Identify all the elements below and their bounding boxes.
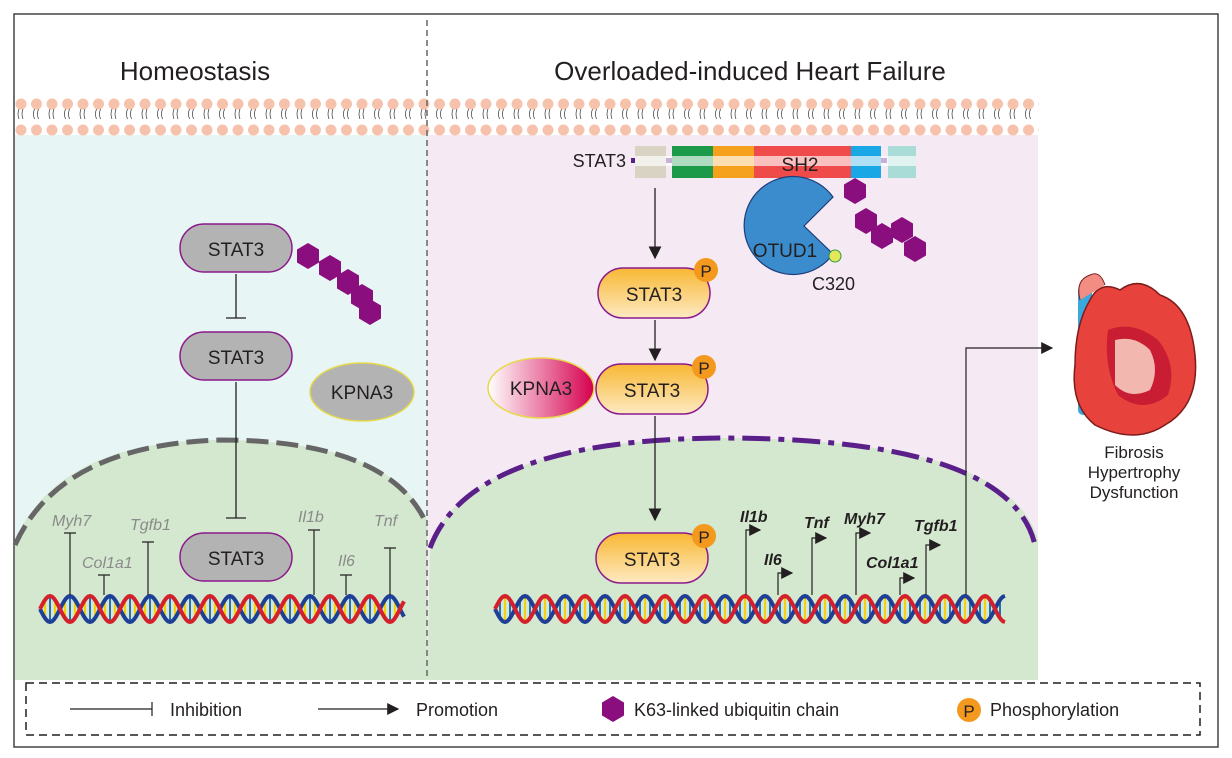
svg-text:STAT3: STAT3: [624, 381, 680, 402]
stat3-domain-structure: SH2: [631, 146, 916, 178]
left-dna: [38, 593, 406, 625]
svg-text:SH2: SH2: [782, 155, 819, 176]
heart-illustration: [1073, 273, 1197, 436]
svg-text:P: P: [698, 359, 709, 378]
legend: Inhibition Promotion K63-linked ubiquiti…: [25, 682, 1201, 736]
c320-label: C320: [812, 274, 855, 294]
gene-tnf: Tnf: [374, 513, 399, 530]
svg-text:STAT3: STAT3: [624, 550, 680, 571]
svg-text:P: P: [963, 702, 974, 721]
outcome-arrow: [965, 342, 1054, 595]
outcome-dysfunction: Dysfunction: [1090, 483, 1179, 502]
gene-il1b: Il1b: [740, 509, 768, 526]
left-stat3-nucleus: STAT3: [179, 532, 293, 582]
otud1-enzyme: OTUD1 C320: [743, 175, 855, 294]
svg-text:KPNA3: KPNA3: [510, 379, 572, 400]
svg-text:STAT3: STAT3: [626, 285, 682, 306]
right-nuclear-envelope: [427, 435, 1038, 549]
left-stat3-top: STAT3: [179, 223, 293, 273]
legend-phosphorylation: Phosphorylation: [990, 700, 1119, 720]
legend-promotion: Promotion: [416, 700, 498, 720]
right-nucleus: [427, 438, 1038, 680]
outcome-fibrosis: Fibrosis: [1104, 443, 1164, 462]
gene-tgfb1: Tgfb1: [130, 517, 171, 534]
gene-col1a1: Col1a1: [866, 555, 919, 572]
left-title: Homeostasis: [120, 56, 270, 86]
outcome-hypertrophy: Hypertrophy: [1088, 463, 1181, 482]
svg-text:KPNA3: KPNA3: [331, 383, 393, 404]
dna-strand: [493, 593, 1006, 625]
right-dna: [493, 593, 1006, 625]
gene-myh7: Myh7: [844, 511, 886, 528]
right-stat3-phospho-2: STAT3 P: [595, 355, 716, 415]
svg-text:STAT3: STAT3: [208, 549, 264, 570]
right-stat3-nucleus: STAT3 P: [595, 524, 716, 584]
svg-text:STAT3: STAT3: [208, 240, 264, 261]
stat3-domain-label: STAT3: [573, 151, 626, 171]
left-stat3-mid: STAT3: [179, 331, 293, 381]
left-gene-labels: [64, 529, 396, 595]
left-kpna3: KPNA3: [309, 362, 415, 422]
gene-col1a1: Col1a1: [82, 555, 133, 572]
gene-il6: Il6: [764, 552, 782, 569]
legend-inhibition: Inhibition: [170, 700, 242, 720]
gene-myh7: Myh7: [52, 513, 92, 530]
svg-text:P: P: [700, 262, 711, 281]
left-nuclear-envelope: [12, 437, 430, 547]
svg-text:STAT3: STAT3: [208, 348, 264, 369]
gene-tgfb1: Tgfb1: [914, 518, 958, 535]
right-title: Overloaded-induced Heart Failure: [554, 56, 946, 86]
right-kpna3: KPNA3: [487, 357, 595, 419]
dna-strand: [493, 593, 1006, 625]
legend-ubiquitin: K63-linked ubiquitin chain: [634, 700, 839, 720]
right-gene-arrows: [745, 524, 942, 595]
dna-strand: [38, 593, 406, 625]
cell-membrane: [14, 98, 1039, 138]
gene-il6: Il6: [338, 553, 355, 570]
svg-text:P: P: [698, 528, 709, 547]
gene-il1b: Il1b: [298, 509, 324, 526]
phosphorylation-icon: [957, 698, 981, 722]
gene-tnf: Tnf: [804, 515, 831, 532]
svg-text:OTUD1: OTUD1: [753, 241, 817, 262]
right-stat3-phospho-1: STAT3 P: [597, 258, 718, 319]
